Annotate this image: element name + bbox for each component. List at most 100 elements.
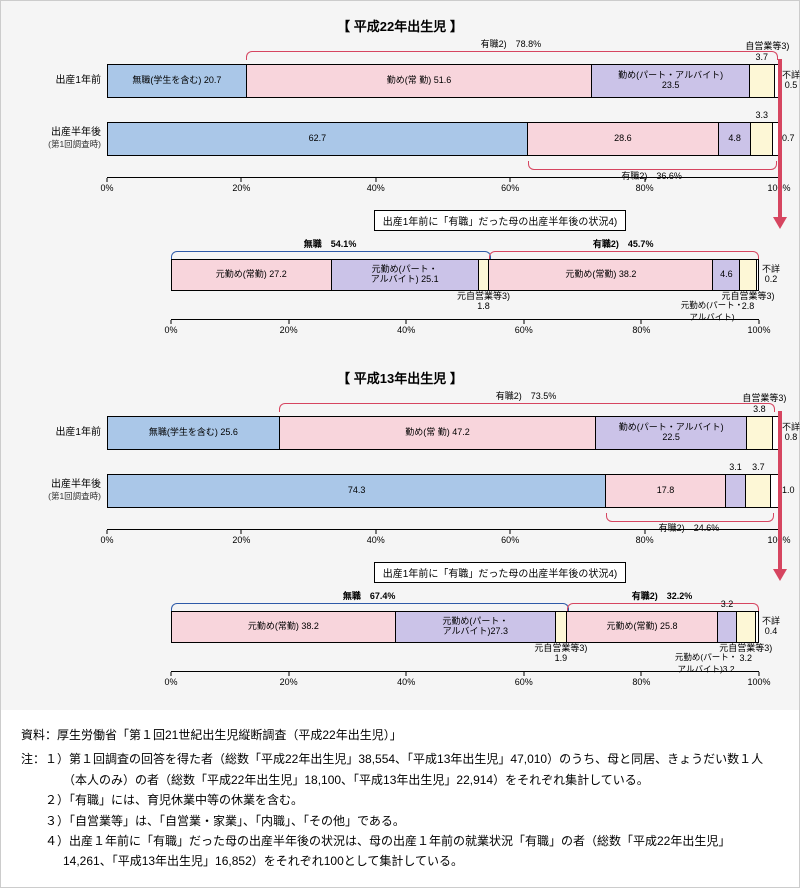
segment-label: 4.6 xyxy=(720,270,733,280)
h13-sub-title: 出産1年前に「有職」だった母の出産半年後の状況4) xyxy=(374,562,626,583)
segment-label: 勤め(常 勤) 51.6 xyxy=(387,76,452,86)
bar-segment: 勤め(常 勤) 51.6 xyxy=(247,65,593,97)
bar-segment: 3.7 xyxy=(746,475,771,507)
h22-sub-bracket-emp-label: 有職2) 45.7% xyxy=(593,237,654,250)
bar-segment: 元勤め(常勤) 27.2 xyxy=(172,260,332,290)
h13-row1: 出産1年前 無職(学生を含む) 25.6勤め(常 勤) 47.2勤め(パート・ア… xyxy=(21,416,779,450)
h22-sub-block: 無職 54.1% 有職2) 45.7% 元勤め(常勤) 27.2 元勤め(パート・… xyxy=(171,235,759,338)
segment-label: 74.3 xyxy=(348,486,366,496)
segment-label: 不詳0.2 xyxy=(762,265,780,285)
segment-label: 3.2 xyxy=(721,600,734,610)
h22-sub-title: 出産1年前に「有職」だった母の出産半年後の状況4) xyxy=(374,210,626,231)
bar-segment: 3.1 xyxy=(726,475,747,507)
axis-tick-label: 0% xyxy=(100,183,113,193)
bar-segment: 元自営業等3)3.2 xyxy=(737,612,756,642)
h22-underhead: 有職2) 36.6% xyxy=(107,159,779,177)
h13-row2-bar: 74.317.83.13.71.0 xyxy=(107,474,779,508)
bar-segment: 勤め(パート・アルバイト)22.5 xyxy=(596,417,747,449)
h22-sub-axis: 0%20%40%60%80%100% xyxy=(171,319,759,338)
axis-tick-label: 0% xyxy=(164,325,177,335)
segment-label: 3.7 xyxy=(752,463,765,473)
h13-bracket-emp xyxy=(279,403,775,412)
bar-segment: 元自営業等3)2.8 xyxy=(740,260,756,290)
axis-tick-label: 60% xyxy=(515,325,533,335)
h22-row2-label: 出産半年後 (第1回調査時) xyxy=(21,127,107,151)
bar-segment: 3.8 xyxy=(747,417,772,449)
axis-tick-label: 0% xyxy=(100,535,113,545)
h22-row2: 出産半年後 (第1回調査時) 62.728.64.83.30.7 xyxy=(21,122,779,156)
segment-label: 元勤め(常勤) 27.2 xyxy=(216,270,287,280)
segment-label: 不詳0.4 xyxy=(762,617,780,637)
axis-tick-label: 20% xyxy=(232,183,250,193)
note-1: 注：１）第１回調査の回答を得た者（総数「平成22年出生児」38,554、「平成1… xyxy=(21,749,779,790)
source-line: 資料：厚生労働省「第１回21世紀出生児縦断調査（平成22年出生児）」 xyxy=(21,725,779,745)
h13-axis: 0%20%40%60%80%100% xyxy=(107,529,779,548)
bar-segment: 勤め(常 勤) 47.2 xyxy=(280,417,597,449)
axis-tick-label: 40% xyxy=(367,183,385,193)
page: 【 平成22年出生児 】 有職2) 78.8% 自営業等3) 出産1年前 無職(… xyxy=(0,0,800,888)
bar-segment: 元勤め(常勤) 25.8 xyxy=(567,612,718,642)
h22-main-block: 有職2) 78.8% 自営業等3) 出産1年前 無職(学生を含む) 20.7勤め… xyxy=(21,35,779,196)
bar-segment: 4.6 xyxy=(713,260,740,290)
bar-segment: 17.8 xyxy=(606,475,725,507)
h13-sub-axis: 0%20%40%60%80%100% xyxy=(171,671,759,690)
bar-segment: 元勤め(パート・アルバイト)27.3 xyxy=(396,612,556,642)
bar-segment: 元勤め(常勤) 38.2 xyxy=(489,260,713,290)
segment-label: 元勤め(パート・アルバイト)27.3 xyxy=(442,617,508,637)
bar-segment: 62.7 xyxy=(108,123,528,155)
segment-label: 元勤め(常勤) 25.8 xyxy=(607,622,678,632)
h13-sub-block: 無職 67.4% 有職2) 32.2% 元勤め(常勤) 38.2元勤め(パート・… xyxy=(171,587,759,690)
h22-bracket-emp-label: 有職2) 78.8% xyxy=(481,37,542,50)
bar-segment: 勤め(パート・アルバイト)23.5 xyxy=(592,65,749,97)
bar-segment: 不詳0.2 xyxy=(757,260,758,290)
h22-bracket-emp xyxy=(246,51,778,60)
bar-segment: 3.2 xyxy=(718,612,737,642)
segment-label: 3.8 xyxy=(753,405,766,415)
segment-label: 3.1 xyxy=(729,463,742,473)
axis-tick-label: 100% xyxy=(747,677,770,687)
h13-overhead: 有職2) 73.5% 自営業等3) xyxy=(107,387,779,413)
note-2: ２）「有職」には、育児休業中等の休業を含む。 xyxy=(21,790,779,810)
bar-segment: 元勤め(常勤) 38.2 xyxy=(172,612,396,642)
axis-tick-label: 40% xyxy=(397,325,415,335)
segment-label: 3.3 xyxy=(755,111,768,121)
h22-row1-label: 出産1年前 xyxy=(21,75,107,87)
h13-sub-under: 元勤め(パート・アルバイト)3.2 xyxy=(171,643,759,671)
segment-label: 勤め(パート・アルバイト)23.5 xyxy=(618,71,723,91)
axis-tick-label: 80% xyxy=(632,325,650,335)
bar-segment: 元自営業等3)1.8 xyxy=(479,260,490,290)
bar-segment: 無職(学生を含む) 25.6 xyxy=(108,417,280,449)
h13-sub-bar: 元勤め(常勤) 38.2元勤め(パート・アルバイト)27.3元自営業等3)1.9… xyxy=(171,611,759,643)
cohort-h22-title: 【 平成22年出生児 】 xyxy=(21,16,779,35)
axis-tick-label: 80% xyxy=(632,677,650,687)
h22-sub-bracket-noemp-label: 無職 54.1% xyxy=(304,237,357,250)
cohort-h13-title: 【 平成13年出生児 】 xyxy=(21,368,779,387)
segment-label: 元勤め(常勤) 38.2 xyxy=(565,270,636,280)
bar-segment: 不詳0.4 xyxy=(756,612,758,642)
segment-label: 元勤め(パート・アルバイト) 25.1 xyxy=(371,265,439,285)
arrow-down-icon xyxy=(773,59,787,229)
chart-area: 【 平成22年出生児 】 有職2) 78.8% 自営業等3) 出産1年前 無職(… xyxy=(1,1,799,710)
h13-row2-label: 出産半年後 (第1回調査時) xyxy=(21,479,107,503)
note-3: ３）「自営業等」は、「自営業・家業」、「内職」、「その他」である。 xyxy=(21,811,779,831)
axis-tick-label: 40% xyxy=(397,677,415,687)
h13-bracket-emp-label: 有職2) 73.5% xyxy=(496,389,557,402)
axis-tick-label: 100% xyxy=(747,325,770,335)
arrow-down-icon xyxy=(773,411,787,581)
footnotes: 資料：厚生労働省「第１回21世紀出生児縦断調査（平成22年出生児）」 注：１）第… xyxy=(1,710,799,887)
h13-self-label: 自営業等3) xyxy=(742,391,786,404)
axis-tick-label: 60% xyxy=(515,677,533,687)
axis-tick-label: 80% xyxy=(636,535,654,545)
segment-label: 4.8 xyxy=(728,134,741,144)
bar-segment: 4.8 xyxy=(719,123,751,155)
h13-row1-bar: 無職(学生を含む) 25.6 勤め(常 勤) 47.2 勤め(パート・アルバイト)2… xyxy=(107,416,779,450)
h22-sub-under: 元勤め(パート・アルバイト) xyxy=(171,291,759,319)
segment-label: 勤め(パート・アルバイト)22.5 xyxy=(619,423,724,443)
segment-label: 勤め(常 勤) 47.2 xyxy=(405,428,470,438)
h22-row1-bar: 無職(学生を含む) 20.7 勤め(常 勤) 51.6 勤め(パート・アルバイト)2… xyxy=(107,64,779,98)
h22-sub-bar: 元勤め(常勤) 27.2 元勤め(パート・アルバイト) 25.1 元自営業等3)1.… xyxy=(171,259,759,291)
axis-tick-label: 20% xyxy=(280,325,298,335)
axis-tick-label: 20% xyxy=(280,677,298,687)
h13-sub-bracket-noemp-label: 無職 67.4% xyxy=(343,589,396,602)
bar-segment: 無職(学生を含む) 20.7 xyxy=(108,65,247,97)
